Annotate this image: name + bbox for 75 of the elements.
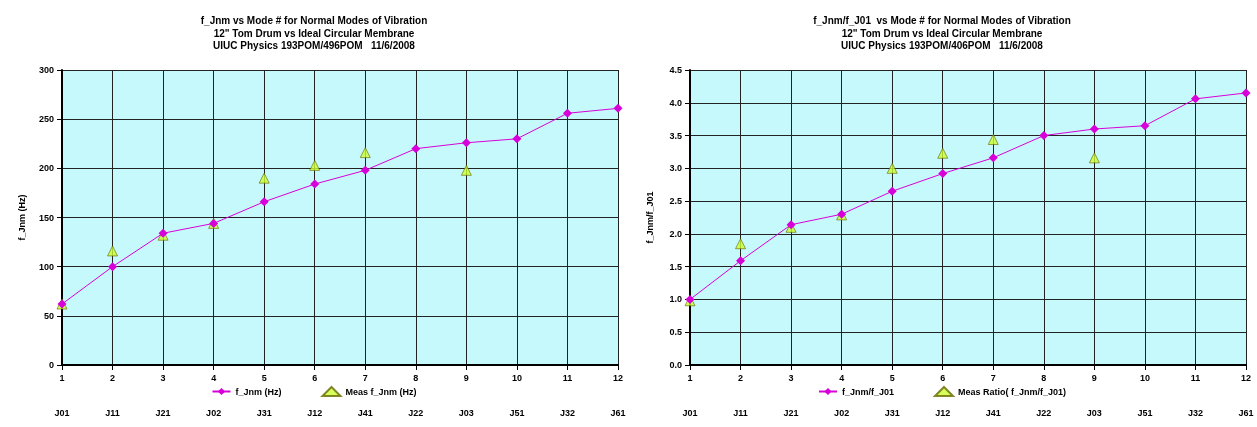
y-tick-label: 0	[48, 360, 54, 370]
y-tick-label: 0.0	[669, 360, 682, 370]
x-tick-label: 12	[612, 372, 624, 383]
text: J11	[105, 408, 120, 418]
y-axis-title: f_Jnm (Hz)	[16, 194, 27, 241]
y-tick-label: 50	[43, 310, 54, 321]
x-tick-label: 10	[1139, 372, 1150, 383]
text: J31	[256, 408, 272, 418]
legend-label: f_Jnm (Hz)	[235, 386, 282, 397]
y-tick-label: 4.5	[669, 65, 682, 75]
x-tick-label: 6	[312, 372, 318, 383]
y-tick-label: 3.5	[669, 130, 682, 141]
text: J22	[408, 408, 424, 418]
y-axis-title: f_Jnm/f_J01	[644, 191, 655, 244]
legend-label: Meas Ratio( f_Jnm/f_J01)	[958, 386, 1067, 397]
x-tick-label: 2	[738, 372, 744, 383]
text: J61	[1238, 408, 1254, 418]
text: J41	[357, 408, 373, 418]
text: J21	[783, 408, 799, 418]
x-tick-label: 4	[211, 372, 217, 383]
text: J32	[1187, 408, 1203, 418]
y-tick-label: 2.5	[669, 196, 682, 207]
x-tick-label: 6	[940, 372, 946, 383]
text: J01	[54, 408, 70, 418]
y-tick-label: 250	[38, 114, 54, 125]
chart-subtitle: 12" Tom Drum vs Ideal Circular Membrane UIUC Physics 193POM/406POM 11/6/2008	[841, 27, 1044, 51]
y-tick-label: 1.0	[669, 294, 682, 305]
text: J02	[206, 408, 222, 418]
x-tick-label: 9	[463, 372, 469, 383]
chart-title: f_Jnm vs Mode # for Normal Modes of Vibration	[200, 14, 428, 26]
y-tick-label: 1.5	[669, 261, 682, 272]
x-tick-label: 3	[788, 372, 794, 383]
x-tick-label: 3	[160, 372, 166, 383]
y-tick-label: 3.0	[669, 163, 682, 174]
text: J31	[884, 408, 900, 418]
text: J21	[155, 408, 171, 418]
x-tick-label: 2	[110, 372, 116, 383]
y-tick-label: 300	[38, 65, 54, 75]
text: J12	[307, 408, 323, 418]
legend-label: f_Jnm/f_J01	[841, 386, 894, 397]
text: J51	[509, 408, 525, 418]
x-tick-label: 4	[839, 372, 845, 383]
x-tick-label: 5	[261, 372, 267, 383]
text: J03	[1086, 408, 1102, 418]
y-tick-label: 200	[38, 163, 54, 174]
y-tick-label: 100	[38, 261, 54, 272]
text: J51	[1137, 408, 1153, 418]
text: J61	[610, 408, 626, 418]
y-tick-label: 0.5	[669, 327, 682, 338]
x-tick-label: 1	[687, 372, 693, 383]
text: J22	[1036, 408, 1052, 418]
y-tick-label: 150	[38, 212, 54, 223]
x-tick-label: 11	[562, 372, 573, 383]
text: J11	[733, 408, 748, 418]
chart-title: f_Jnm/f_J01 vs Mode # for Normal Modes of Vibration	[813, 14, 1071, 26]
x-tick-label: 11	[1190, 372, 1201, 383]
y-tick-label: 4.0	[669, 97, 682, 108]
x-tick-label: 5	[889, 372, 895, 383]
x-tick-label: 7	[362, 372, 368, 383]
x-tick-label: 8	[413, 372, 419, 383]
x-tick-label: 7	[990, 372, 996, 383]
chart-subtitle: 12" Tom Drum vs Ideal Circular Membrane UIUC Physics 193POM/496POM 11/6/2008	[213, 27, 416, 51]
legend-label: Meas f_Jnm (Hz)	[345, 386, 417, 397]
y-tick-label: 2.0	[669, 228, 682, 239]
text: J41	[985, 408, 1001, 418]
text: J03	[458, 408, 474, 418]
x-tick-label: 9	[1091, 372, 1097, 383]
x-tick-label: 8	[1041, 372, 1047, 383]
text: J32	[559, 408, 575, 418]
x-tick-label: 12	[1240, 372, 1252, 383]
x-tick-label: 1	[59, 372, 65, 383]
x-tick-label: 10	[511, 372, 522, 383]
text: J12	[935, 408, 951, 418]
text: J01	[682, 408, 698, 418]
text: J02	[834, 408, 850, 418]
